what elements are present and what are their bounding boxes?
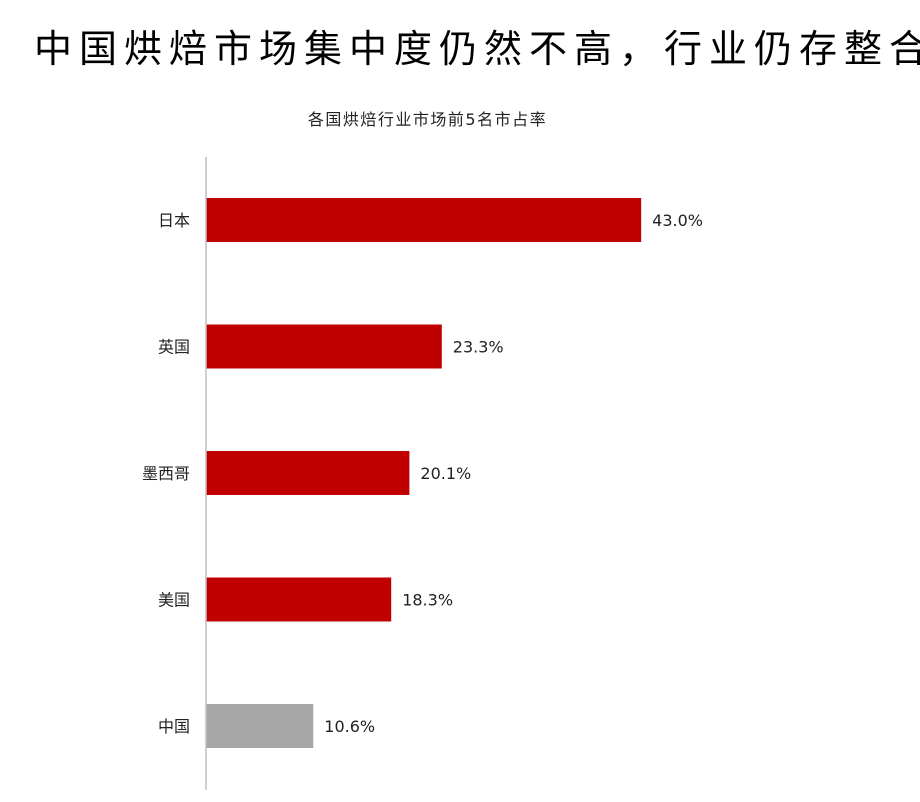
data-label: 18.3% [402, 591, 453, 610]
category-label: 美国 [158, 591, 190, 610]
data-label: 43.0% [652, 211, 703, 230]
data-label: 20.1% [420, 464, 471, 483]
category-label: 英国 [158, 338, 190, 357]
bar [206, 577, 392, 622]
category-label: 中国 [158, 717, 190, 736]
bar [206, 451, 410, 495]
chart-title: 各国烘焙行业市场前5名市占率 [307, 110, 548, 129]
bar [206, 704, 314, 748]
bar [206, 324, 442, 369]
category-label: 墨西哥 [142, 464, 190, 483]
page-title: 中国烘焙市场集中度仍然不高，行业仍存整合机会 [34, 27, 920, 71]
category-label: 日本 [158, 211, 190, 230]
bar [206, 198, 642, 242]
data-label: 23.3% [453, 338, 504, 357]
data-label: 10.6% [324, 717, 375, 736]
